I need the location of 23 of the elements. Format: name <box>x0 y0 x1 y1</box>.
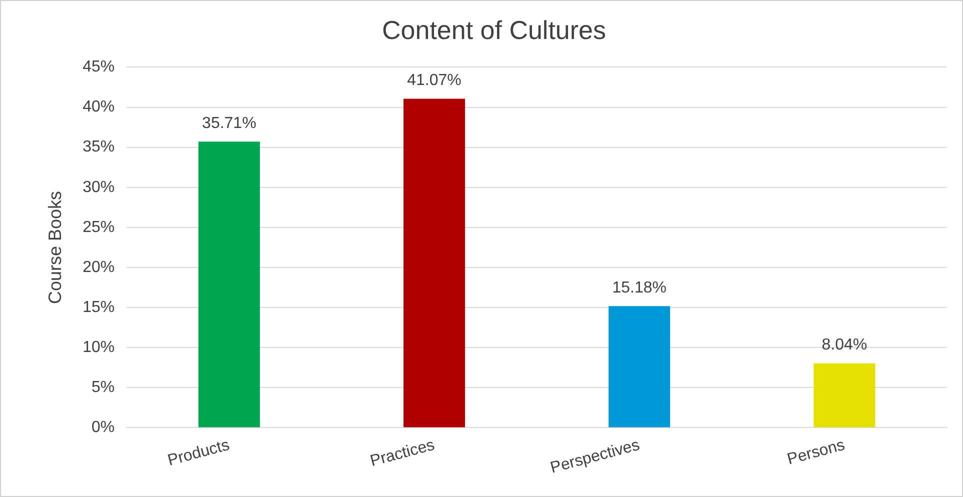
y-tick-label: 25% <box>82 218 115 236</box>
y-tick-label: 10% <box>82 339 115 356</box>
bar <box>198 142 260 428</box>
data-label: 41.07% <box>407 72 462 90</box>
x-tick-label: Practices <box>368 436 436 470</box>
y-tick-label: 40% <box>82 98 115 116</box>
y-tick-label: 0% <box>92 419 115 436</box>
bar <box>814 363 876 428</box>
y-tick-label: 35% <box>82 138 115 156</box>
bar <box>404 98 466 428</box>
y-tick-label: 45% <box>82 58 115 76</box>
data-label: 8.04% <box>822 336 868 354</box>
y-axis-title: Course Books <box>44 190 65 304</box>
y-tick-label: 5% <box>92 379 115 396</box>
chart-title: Content of Cultures <box>382 14 606 45</box>
x-tick-label: Products <box>166 436 232 470</box>
x-tick-label: Persons <box>786 436 847 468</box>
bar <box>608 306 670 428</box>
data-label: 35.71% <box>202 115 256 132</box>
y-tick-label: 30% <box>82 178 115 196</box>
y-tick-label: 20% <box>82 258 115 276</box>
y-tick-label: 15% <box>82 298 115 316</box>
data-label: 15.18% <box>612 280 666 297</box>
